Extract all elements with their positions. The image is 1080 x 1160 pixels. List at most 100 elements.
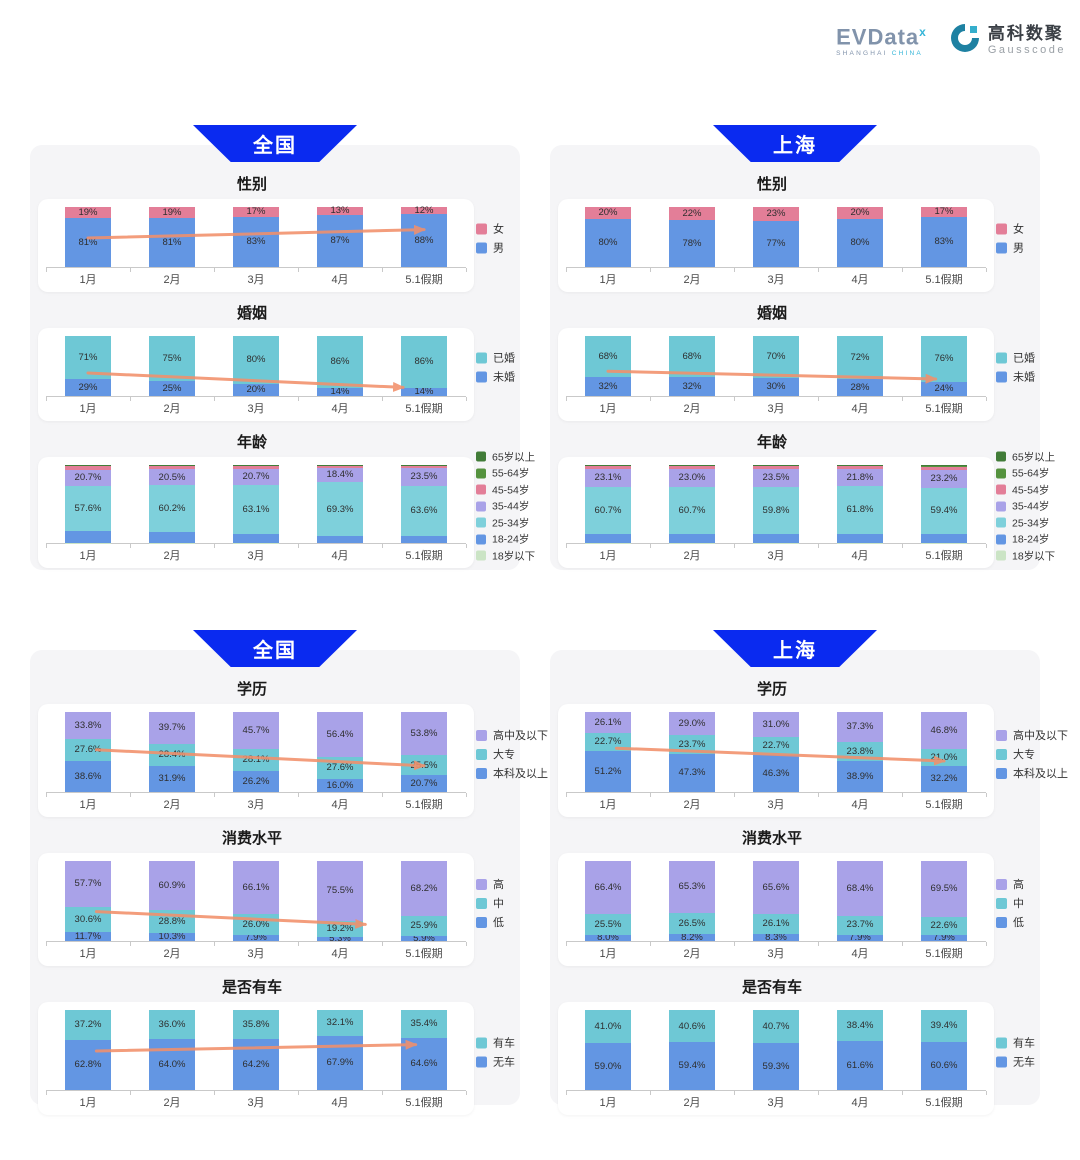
stacked-bar: 57.6% 20.7% [65, 465, 111, 543]
axis-tick [130, 268, 131, 272]
bar-segment: 86% [401, 336, 447, 388]
segment-value-label: 20% [246, 384, 266, 396]
bar-column: 5.3% 19.2% 75.5% [298, 861, 382, 943]
bar-segment: 33.8% [65, 712, 111, 740]
bar-column: 59.4% 40.6% [650, 1010, 734, 1090]
legend-item: 低 [476, 914, 504, 930]
legend-swatch [996, 1056, 1007, 1068]
bar-column: 59.3% 40.7% [734, 1010, 818, 1090]
legend-swatch [996, 242, 1007, 254]
segment-value-label: 53.8% [410, 727, 438, 739]
legend-item: 男 [476, 240, 504, 256]
stacked-bar: 8.0% 25.5% 66.4% [585, 861, 631, 942]
bar-segment: 20.7% [401, 775, 447, 792]
bar-segment: 60.7% [585, 486, 631, 535]
segment-value-label: 80% [246, 354, 266, 366]
segment-value-label: 32.1% [326, 1017, 354, 1029]
axis-tick [298, 544, 299, 548]
legend-label: 高中及以下 [493, 730, 548, 743]
legend-label: 65岁以上 [492, 451, 536, 464]
stacked-bar: 59.3% 40.7% [753, 1010, 799, 1090]
bar-segment [149, 532, 195, 543]
x-axis-label: 4月 [851, 274, 869, 286]
x-axis-label: 1月 [599, 799, 617, 811]
legend-label: 18-24岁 [1012, 533, 1050, 546]
segment-value-label: 17% [934, 206, 954, 218]
bar-segment: 29.0% [669, 712, 715, 736]
bar-segment: 20.5% [149, 469, 195, 486]
bar-segment: 80% [837, 219, 883, 267]
bar-column: 61.8% 21.8% [818, 465, 902, 543]
segment-value-label: 64.6% [410, 1058, 438, 1070]
legend-swatch [996, 352, 1007, 364]
stacked-bar: 64.2% 35.8% [233, 1010, 279, 1090]
segment-value-label: 72% [850, 351, 870, 363]
chart-section: 学历 38.6% 27.6% 33.8% 31.9% 28.4% 39.7% 26.2% 28.… [30, 678, 548, 817]
legend-label: 18岁以下 [492, 550, 536, 563]
bar-segment: 22.6% [921, 916, 967, 935]
axis-tick [902, 942, 903, 946]
stacked-bar: 16.0% 27.6% 56.4% [317, 712, 363, 792]
bar-segment: 37.3% [837, 712, 883, 742]
stacked-bar: 20% 80% [233, 336, 279, 396]
axis-tick [130, 1091, 131, 1095]
x-axis-label: 3月 [767, 550, 785, 562]
segment-value-label: 35.4% [410, 1018, 438, 1030]
segment-value-label: 37.3% [846, 721, 874, 733]
axis-tick [382, 942, 383, 946]
segment-value-label: 21.8% [846, 471, 874, 483]
stacked-bar: 8.2% 26.5% 65.3% [669, 861, 715, 942]
bar-column: 80% 20% [818, 207, 902, 267]
chart-title: 性别 [756, 176, 787, 193]
bar-column: 30% 70% [734, 336, 818, 396]
legend-label: 低 [493, 917, 504, 930]
axis-tick [298, 1091, 299, 1095]
bar-segment: 60.6% [921, 1041, 967, 1090]
evdata-text: EVData [836, 24, 920, 50]
bar-segment: 20.7% [233, 468, 279, 486]
legend-item: 25-34岁 [476, 515, 535, 530]
bar-segment: 69.3% [317, 482, 363, 537]
bar-segment: 28.8% [149, 909, 195, 933]
segment-value-label: 10.3% [158, 931, 186, 943]
plot-area: 81% 19% 81% 19% 83% 17% 87% 13% 88% 12% [46, 205, 467, 272]
x-axis-label: 4月 [331, 948, 349, 960]
bar-segment: 68% [585, 336, 631, 377]
segment-value-label: 13% [330, 205, 350, 217]
legend-item: 35-44岁 [476, 499, 535, 514]
bar-column: 60.7% 23.0% [650, 465, 734, 543]
bar-segment [837, 465, 883, 470]
bar-segment: 20% [233, 384, 279, 396]
chart-title: 消费水平 [221, 830, 282, 847]
segment-value-label: 27.6% [326, 762, 354, 774]
bar-column: 20.7% 25.5% 53.8% [382, 712, 466, 792]
segment-value-label: 17% [246, 206, 266, 218]
stacked-bar: 28% 72% [837, 336, 883, 396]
segment-value-label: 36.0% [158, 1018, 186, 1030]
bar-segment: 63.1% [233, 485, 279, 535]
bar-segment: 51.2% [585, 751, 631, 792]
bar-column: 7.9% 22.6% 69.5% [902, 861, 986, 942]
legend-item: 18-24岁 [476, 532, 535, 547]
segment-value-label: 23.5% [762, 472, 790, 484]
stacked-bar: 32% 68% [669, 336, 715, 396]
stacked-bar: 59.0% 41.0% [585, 1010, 631, 1090]
bar-column: 59.0% 41.0% [566, 1010, 650, 1090]
bar-segment: 62.8% [65, 1039, 111, 1090]
stacked-bar: 59.8% 23.5% [753, 465, 799, 543]
segment-value-label: 60.9% [158, 879, 186, 891]
legend-swatch [996, 550, 1006, 561]
bar-segment: 76% [921, 336, 967, 382]
x-axis-labels: 1月 2月 3月 4月 5.1假期 [46, 1091, 466, 1113]
bar-segment: 35.8% [233, 1010, 279, 1039]
stacked-bar: 83% 17% [921, 207, 967, 267]
axis-tick [902, 268, 903, 272]
segment-value-label: 68% [598, 350, 618, 362]
bar-segment: 80% [585, 219, 631, 267]
segment-value-label: 32% [682, 380, 702, 392]
x-axis-label: 5.1假期 [405, 550, 443, 562]
segment-value-label: 20.7% [74, 472, 102, 484]
x-axis-label: 5.1假期 [405, 403, 443, 415]
bar-segment: 13% [317, 205, 363, 217]
legend-swatch [996, 767, 1007, 779]
